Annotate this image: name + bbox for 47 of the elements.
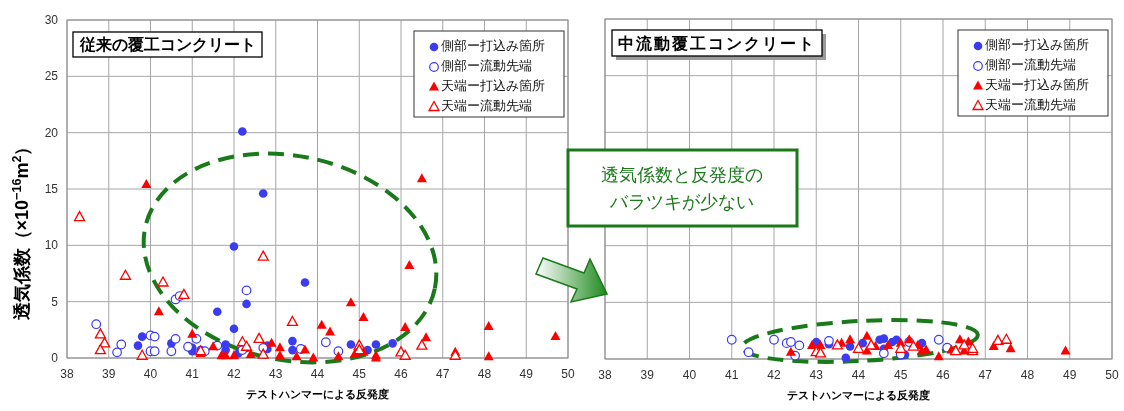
annotation: 透気係数と反発度のバラツキが少ない <box>601 165 763 212</box>
x-tick-label: 42 <box>227 367 241 381</box>
legend-label: 側部ー流動先端 <box>985 57 1076 72</box>
title: 中流動覆工コンクリート <box>611 29 826 60</box>
x-tick-label: 49 <box>519 367 534 381</box>
x-tick-label: 47 <box>436 367 450 381</box>
legend-label: 天端ー打込み箇所 <box>985 78 1089 92</box>
x-tick-label: 40 <box>682 368 697 382</box>
legend-label: 天端ー打込み箇所 <box>441 79 545 93</box>
x-tick-label: 40 <box>143 367 158 381</box>
annotation: 透気係数と反発度のバラツキが少ない <box>535 148 799 304</box>
x-tick-label: 38 <box>598 368 612 382</box>
legend-label: 側部ー流動先端 <box>441 58 532 73</box>
legend-label: 側部ー打込み箇所 <box>985 38 1089 52</box>
x-tick-label: 43 <box>809 368 824 382</box>
legend-label: 天端ー流動先端 <box>985 97 1076 112</box>
y-tick-label: 20 <box>44 125 59 140</box>
x-tick-label: 50 <box>561 367 575 381</box>
y-tick-label: 15 <box>44 182 59 196</box>
y-tick-label: 25 <box>44 69 59 84</box>
x-tick-label: 39 <box>102 367 116 381</box>
x-tick-label: 48 <box>477 367 492 381</box>
x-tick-label: 48 <box>1020 368 1035 382</box>
y-tick-label: 30 <box>44 13 59 27</box>
x-axis-title: テストハンマーによる反発度 <box>246 388 389 400</box>
x-tick-label: 49 <box>1063 368 1077 382</box>
x-tick-label: 39 <box>640 368 655 382</box>
y-tick-label: 10 <box>44 238 59 253</box>
x-tick-label: 45 <box>352 367 367 381</box>
x-tick-label: 47 <box>978 368 993 382</box>
x-tick-label: 46 <box>936 368 950 382</box>
legend-label: 天端ー流動先端 <box>441 98 532 113</box>
y-tick-label: 5 <box>51 294 59 309</box>
x-tick-label: 41 <box>725 368 739 382</box>
x-tick-label: 41 <box>185 367 200 381</box>
x-tick-label: 50 <box>1105 368 1119 382</box>
legend-label: 側部ー打込み箇所 <box>441 39 545 53</box>
x-tick-label: 44 <box>310 367 325 381</box>
x-tick-label: 42 <box>767 368 781 382</box>
x-tick-label: 44 <box>851 368 866 382</box>
title: 従来の覆工コンクリート <box>72 31 263 58</box>
x-axis-title: テストハンマーによる反発度 <box>787 389 930 401</box>
x-tick-label: 45 <box>894 368 908 382</box>
x-tick-label: 38 <box>60 367 74 381</box>
x-tick-label: 46 <box>394 367 408 381</box>
y-tick-label: 0 <box>51 351 59 365</box>
x-tick-label: 43 <box>269 367 283 381</box>
